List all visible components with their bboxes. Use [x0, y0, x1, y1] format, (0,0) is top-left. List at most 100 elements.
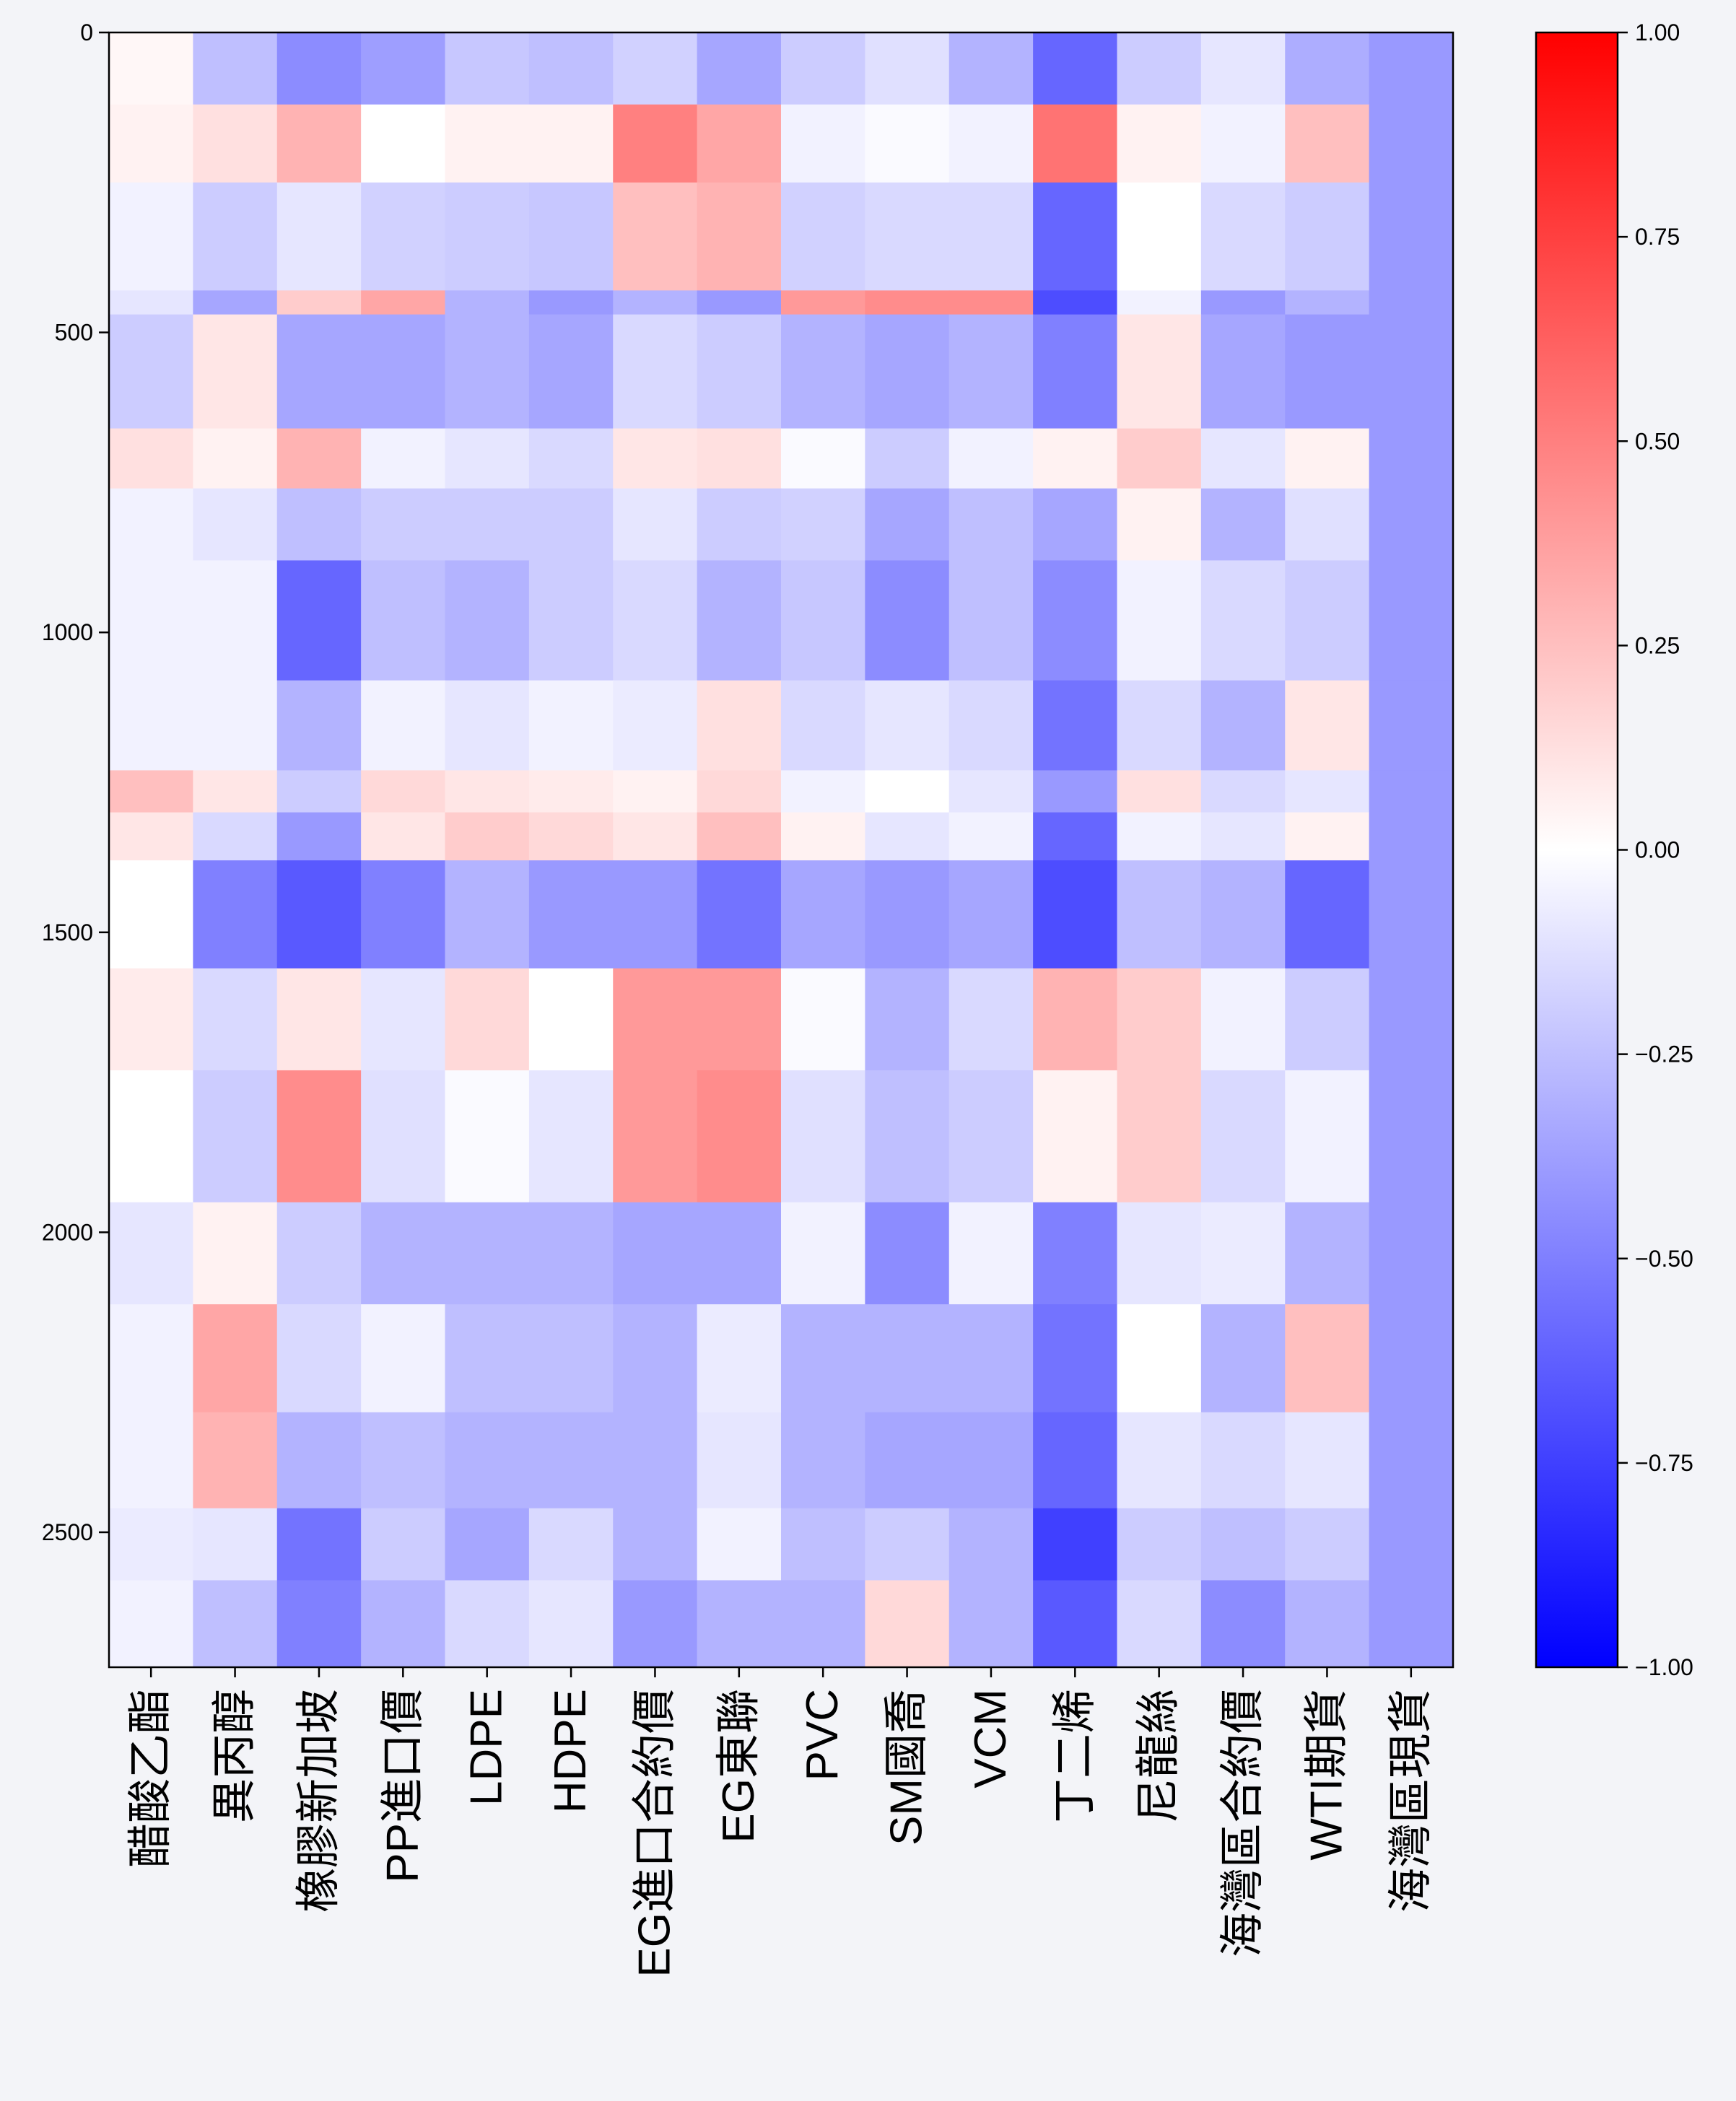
heatmap-cell [109, 290, 193, 315]
heatmap-cell [697, 1304, 782, 1413]
heatmap-cell [1369, 1580, 1454, 1668]
heatmap-cell [193, 770, 278, 813]
heatmap-cell [1200, 1508, 1286, 1581]
heatmap-cell [781, 860, 865, 969]
heatmap-cell [948, 428, 1034, 489]
heatmap-cell [613, 32, 698, 105]
heatmap-cell [445, 770, 530, 813]
heatmap-cell [445, 1508, 530, 1581]
heatmap-cell [697, 314, 782, 429]
heatmap-cell [865, 1508, 950, 1581]
heatmap-cell [1369, 1070, 1454, 1203]
heatmap-cell [1117, 770, 1202, 813]
heatmap-cell [613, 182, 698, 292]
heatmap-cell [613, 428, 698, 489]
heatmap-cell [781, 104, 865, 183]
heatmap-cell [781, 812, 865, 861]
heatmap-cell [1200, 1202, 1286, 1305]
heatmap-cell [276, 1508, 362, 1581]
heatmap-cell [1369, 968, 1454, 1071]
heatmap-cell [1369, 1202, 1454, 1305]
heatmap-cell [445, 560, 530, 681]
heatmap-cell [193, 1508, 278, 1581]
heatmap-cell [781, 1580, 865, 1668]
heatmap-cell [1285, 1412, 1370, 1509]
x-tick-label: 海灣區合約價 [1218, 1689, 1268, 1957]
x-tick-label: LDPE [462, 1689, 512, 1806]
heatmap-cell [948, 314, 1034, 429]
heatmap-cell [948, 680, 1034, 771]
heatmap-cell [1117, 812, 1202, 861]
heatmap-cell [445, 1070, 530, 1203]
heatmap-cell [361, 428, 446, 489]
heatmap-cell [445, 812, 530, 861]
heatmap-cell [528, 428, 614, 489]
heatmap-cell [361, 182, 446, 292]
heatmap-cell [613, 104, 698, 183]
heatmap-cell [865, 1202, 950, 1305]
heatmap-cell [109, 1202, 193, 1305]
heatmap-cell [1285, 290, 1370, 315]
heatmap-cell [528, 1304, 614, 1413]
heatmap-cell [361, 770, 446, 813]
heatmap-cell [445, 290, 530, 315]
heatmap-cell [361, 104, 446, 183]
heatmap-cell [1369, 428, 1454, 489]
heatmap-cell [1117, 968, 1202, 1071]
heatmap-cell [781, 560, 865, 681]
heatmap-cell [1117, 680, 1202, 771]
heatmap-cell [948, 860, 1034, 969]
heatmap-cell [697, 968, 782, 1071]
heatmap-cell [948, 32, 1034, 105]
heatmap-cell [445, 968, 530, 1071]
heatmap-cell [781, 1508, 865, 1581]
heatmap-cell [276, 680, 362, 771]
heatmap-cell [193, 104, 278, 183]
heatmap-cell [193, 812, 278, 861]
heatmap-cell [948, 560, 1034, 681]
heatmap-cell [109, 968, 193, 1071]
heatmap-cell [276, 1412, 362, 1509]
heatmap-cell [276, 770, 362, 813]
heatmap-cell [1117, 32, 1202, 105]
x-tick-label: HDPE [546, 1689, 596, 1813]
heatmap-cell [1285, 1070, 1370, 1203]
heatmap-cell [697, 860, 782, 969]
heatmap-cell [1033, 560, 1118, 681]
heatmap-cell [361, 1508, 446, 1581]
heatmap-cell [528, 1070, 614, 1203]
heatmap-cell [1033, 104, 1118, 183]
heatmap-cell [1369, 32, 1454, 105]
heatmap-cell [781, 428, 865, 489]
colorbar-tick-label: 0.50 [1635, 428, 1680, 454]
y-tick-label: 2000 [42, 1219, 93, 1245]
heatmap-cell [1200, 1304, 1286, 1413]
heatmap-cell [276, 1202, 362, 1305]
heatmap-cell [361, 1070, 446, 1203]
heatmap-cell [1200, 290, 1286, 315]
heatmap-cell [276, 1304, 362, 1413]
heatmap-cell [276, 104, 362, 183]
heatmap-cell [781, 968, 865, 1071]
heatmap-cell [781, 1070, 865, 1203]
heatmap-cell [613, 290, 698, 315]
heatmap-cell [1369, 182, 1454, 292]
heatmap-cell [613, 1412, 698, 1509]
heatmap-cell [865, 1070, 950, 1203]
heatmap-cell [1117, 290, 1202, 315]
heatmap-cell [1285, 680, 1370, 771]
heatmap-cell [697, 1202, 782, 1305]
heatmap-cell [1033, 290, 1118, 315]
heatmap-cell [1033, 968, 1118, 1071]
heatmap-cell [1369, 860, 1454, 969]
heatmap-cell [361, 1304, 446, 1413]
heatmap-cell [1369, 560, 1454, 681]
heatmap-cell [276, 860, 362, 969]
heatmap-cell [1033, 1508, 1118, 1581]
heatmap-cell [781, 770, 865, 813]
colorbar-tick-label: −1.00 [1635, 1654, 1693, 1680]
heatmap-cell [1285, 770, 1370, 813]
heatmap-cell [445, 428, 530, 489]
heatmap-cell [613, 1304, 698, 1413]
